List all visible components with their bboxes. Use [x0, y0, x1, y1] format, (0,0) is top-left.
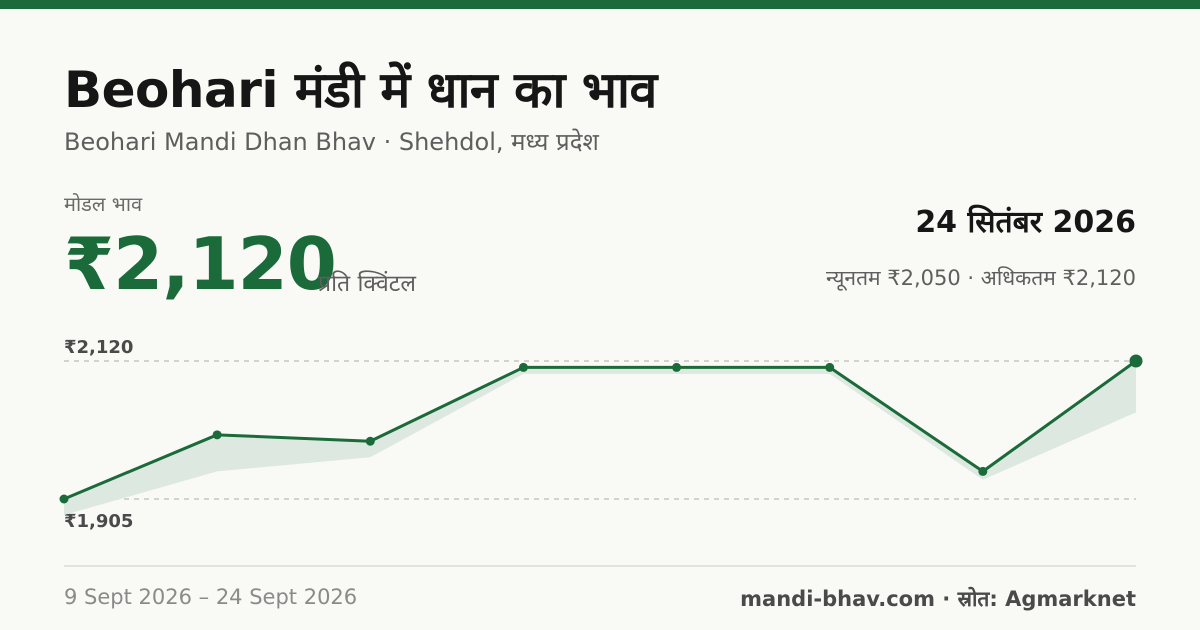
price-date: 24 सितंबर 2026: [915, 205, 1136, 240]
page-title: Beohari मंडी में धान का भाव: [64, 61, 657, 119]
price-series-line: [62, 359, 1138, 501]
price-point: [518, 362, 528, 372]
price-point: [212, 430, 222, 440]
min-max-range: न्यूनतम ₹2,050 · अधिकतम ₹2,120: [826, 266, 1136, 290]
price-point: [825, 362, 835, 372]
price-point: [672, 362, 682, 372]
price-unit: प्रति क्विंटल: [318, 271, 416, 297]
price-label: मोडल भाव: [64, 192, 143, 216]
footer-divider: [64, 565, 1136, 567]
price-range-band: [64, 361, 1136, 516]
page-subtitle: Beohari Mandi Dhan Bhav · Shehdol, मध्य …: [64, 128, 599, 156]
date-period: 9 Sept 2026 – 24 Sept 2026: [64, 585, 358, 609]
y-label-min: ₹1,905: [64, 511, 133, 532]
y-label-max: ₹2,120: [64, 337, 133, 358]
price-series-points: [59, 354, 1143, 504]
top-accent-bar: [0, 0, 1200, 9]
price-point: [365, 436, 375, 446]
source-credit: mandi-bhav.com · स्रोत: Agmarknet: [740, 587, 1136, 611]
price-point: [978, 466, 988, 476]
price-point: [59, 494, 69, 504]
price-value: ₹2,120: [64, 222, 337, 306]
latest-price-point: [1129, 354, 1143, 368]
